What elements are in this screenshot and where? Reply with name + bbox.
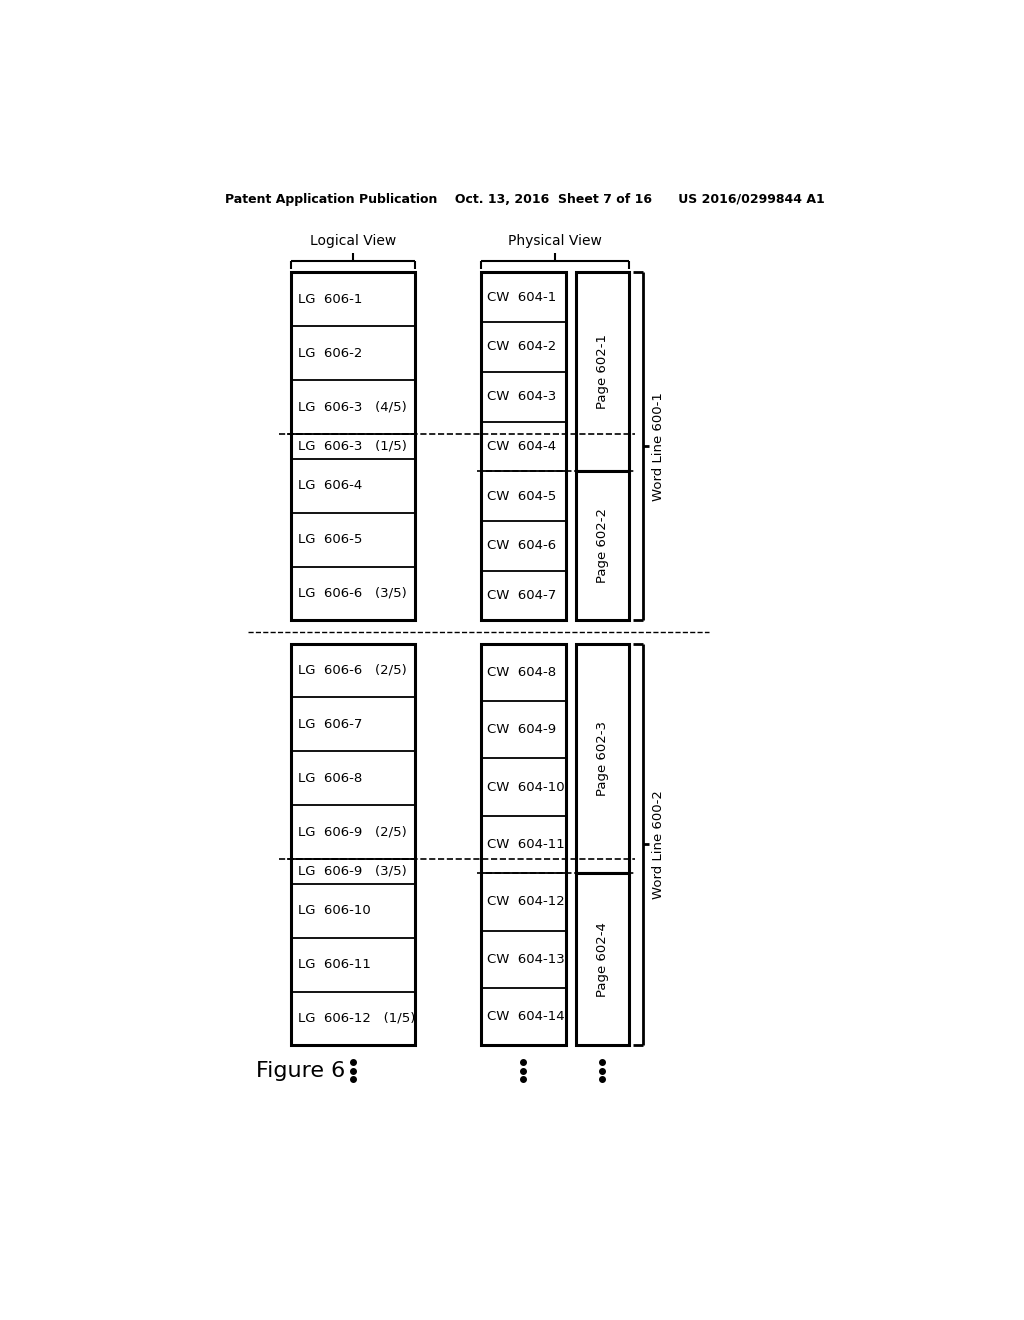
Text: Page 602-1: Page 602-1	[596, 334, 609, 409]
Bar	[575, 874, 629, 1045]
Text: Word Line 600-1: Word Line 600-1	[652, 392, 666, 500]
Text: CW  604-8: CW 604-8	[486, 665, 556, 678]
Text: CW  604-9: CW 604-9	[486, 723, 556, 737]
Text: LG  606-6   (2/5): LG 606-6 (2/5)	[299, 664, 408, 677]
Text: LG  606-9   (2/5): LG 606-9 (2/5)	[299, 825, 408, 838]
Text: CW  604-11: CW 604-11	[486, 838, 564, 851]
Text: LG  606-3   (4/5): LG 606-3 (4/5)	[299, 400, 408, 413]
Text: CW  604-6: CW 604-6	[486, 540, 556, 552]
Text: Physical View: Physical View	[508, 235, 601, 248]
Text: CW  604-12: CW 604-12	[486, 895, 564, 908]
Bar	[575, 272, 629, 471]
Text: Logical View: Logical View	[309, 235, 396, 248]
Text: CW  604-7: CW 604-7	[486, 589, 556, 602]
Text: CW  604-14: CW 604-14	[486, 1010, 564, 1023]
Text: LG  606-4: LG 606-4	[299, 479, 362, 492]
Text: Patent Application Publication    Oct. 13, 2016  Sheet 7 of 16      US 2016/0299: Patent Application Publication Oct. 13, …	[225, 193, 824, 206]
Bar	[291, 272, 415, 620]
Bar	[480, 272, 566, 620]
Text: CW  604-5: CW 604-5	[486, 490, 556, 503]
Text: LG  606-7: LG 606-7	[299, 718, 362, 731]
Text: CW  604-4: CW 604-4	[486, 440, 556, 453]
Bar	[575, 471, 629, 620]
Bar	[291, 644, 415, 1045]
Text: LG  606-1: LG 606-1	[299, 293, 362, 306]
Text: LG  606-6   (3/5): LG 606-6 (3/5)	[299, 587, 408, 601]
Text: LG  606-8: LG 606-8	[299, 772, 362, 785]
Text: LG  606-5: LG 606-5	[299, 533, 362, 546]
Bar	[575, 644, 629, 874]
Bar	[480, 644, 566, 1045]
Text: Page 602-4: Page 602-4	[596, 921, 609, 997]
Text: LG  606-11: LG 606-11	[299, 958, 372, 972]
Text: LG  606-3   (1/5): LG 606-3 (1/5)	[299, 440, 408, 453]
Text: CW  604-2: CW 604-2	[486, 341, 556, 354]
Text: CW  604-13: CW 604-13	[486, 953, 564, 966]
Text: LG  606-12   (1/5): LG 606-12 (1/5)	[299, 1012, 416, 1026]
Text: CW  604-3: CW 604-3	[486, 391, 556, 403]
Text: Word Line 600-2: Word Line 600-2	[652, 791, 666, 899]
Text: Page 602-2: Page 602-2	[596, 508, 609, 583]
Text: CW  604-10: CW 604-10	[486, 780, 564, 793]
Text: Figure 6: Figure 6	[256, 1061, 345, 1081]
Text: Page 602-3: Page 602-3	[596, 721, 609, 796]
Text: CW  604-1: CW 604-1	[486, 290, 556, 304]
Text: LG  606-9   (3/5): LG 606-9 (3/5)	[299, 865, 408, 878]
Text: LG  606-10: LG 606-10	[299, 904, 372, 917]
Text: LG  606-2: LG 606-2	[299, 347, 362, 360]
